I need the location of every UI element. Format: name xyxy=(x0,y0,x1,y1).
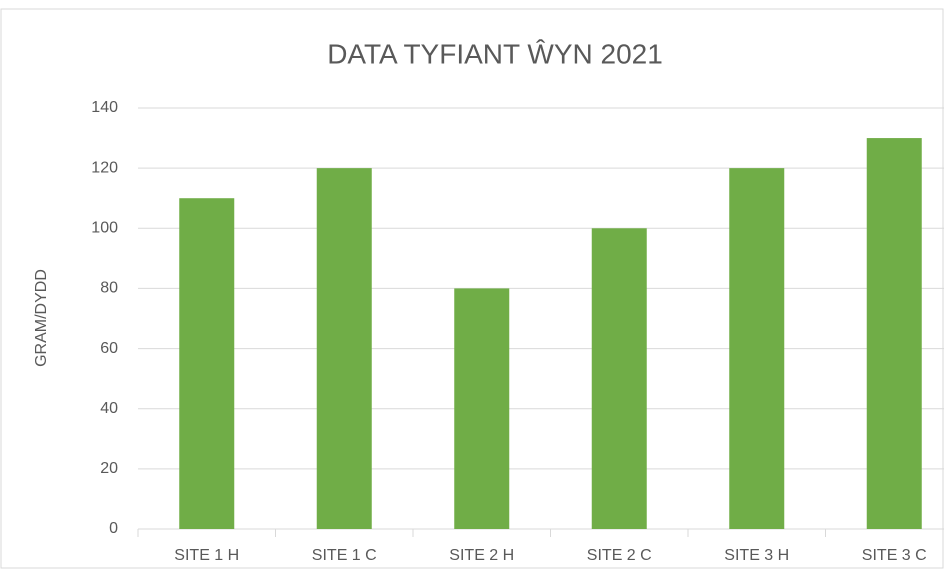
bar xyxy=(729,168,785,529)
y-tick-label: 0 xyxy=(109,520,118,537)
x-tick-label: SITE 1 H xyxy=(174,547,239,564)
y-tick-label: 80 xyxy=(100,280,118,297)
y-tick-label: 140 xyxy=(91,99,118,116)
y-tick-label: 60 xyxy=(100,340,118,357)
y-tick-label: 20 xyxy=(100,460,118,477)
y-axis-label: GRAM/DYDD xyxy=(33,269,50,367)
x-tick-label: SITE 3 C xyxy=(862,547,927,564)
bar xyxy=(316,168,372,529)
chart-title: DATA TYFIANT ŴYN 2021 xyxy=(327,38,663,69)
x-tick-label: SITE 3 H xyxy=(724,547,789,564)
x-tick-label: SITE 2 C xyxy=(587,547,652,564)
x-tick-label: SITE 1 C xyxy=(312,547,377,564)
bar xyxy=(454,288,510,529)
y-tick-label: 120 xyxy=(91,159,118,176)
bar xyxy=(591,228,647,530)
bar xyxy=(866,138,922,530)
y-tick-label: 100 xyxy=(91,220,118,237)
x-tick-label: SITE 2 H xyxy=(449,547,514,564)
y-tick-label: 40 xyxy=(100,400,118,417)
bar xyxy=(179,198,235,529)
